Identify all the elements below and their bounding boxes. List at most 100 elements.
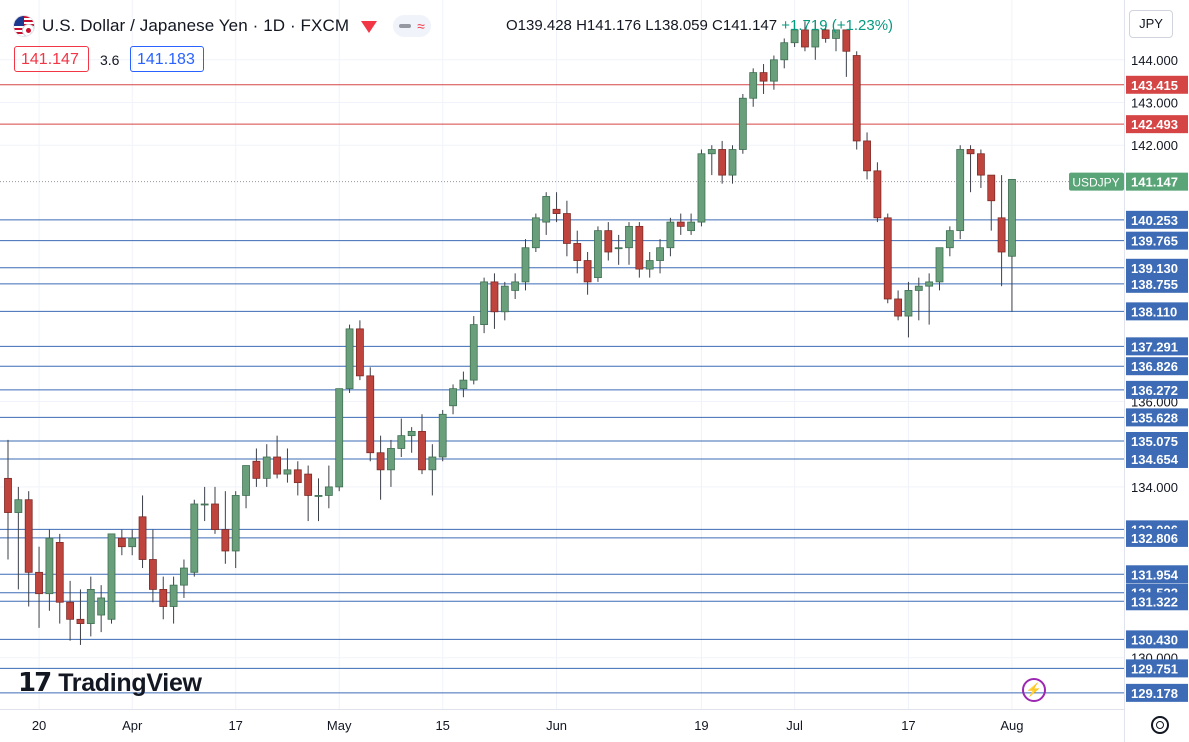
candle-body[interactable] bbox=[521, 247, 530, 283]
candle-body[interactable] bbox=[728, 149, 737, 176]
candle-body[interactable] bbox=[676, 221, 685, 227]
candle-body[interactable] bbox=[852, 55, 861, 142]
sell-button[interactable]: 141.147 bbox=[14, 46, 89, 72]
candle-body[interactable] bbox=[935, 247, 944, 283]
candle-body[interactable] bbox=[366, 375, 375, 454]
candle-body[interactable] bbox=[335, 388, 344, 488]
candle-body[interactable] bbox=[583, 260, 592, 283]
candle-body[interactable] bbox=[45, 537, 54, 595]
candle-body[interactable] bbox=[966, 149, 975, 155]
candle-body[interactable] bbox=[252, 460, 261, 479]
candle-body[interactable] bbox=[738, 97, 747, 150]
candle-body[interactable] bbox=[355, 328, 364, 377]
candle-body[interactable] bbox=[345, 328, 354, 390]
candle-body[interactable] bbox=[428, 456, 437, 471]
candle-body[interactable] bbox=[14, 499, 23, 513]
buy-button[interactable]: 141.183 bbox=[130, 46, 204, 72]
candle-body[interactable] bbox=[749, 72, 758, 99]
flash-icon[interactable]: ⚡ bbox=[1022, 678, 1046, 702]
candle-body[interactable] bbox=[635, 225, 644, 270]
candle-body[interactable] bbox=[418, 430, 426, 471]
candle-body[interactable] bbox=[542, 196, 551, 223]
candle-body[interactable] bbox=[387, 448, 395, 471]
candle-body[interactable] bbox=[159, 589, 168, 607]
candle-body[interactable] bbox=[107, 533, 116, 620]
candle-body[interactable] bbox=[76, 618, 85, 624]
candle-body[interactable] bbox=[780, 42, 789, 61]
candle-body[interactable] bbox=[1008, 178, 1016, 257]
candle-body[interactable] bbox=[86, 589, 95, 624]
candle-body[interactable] bbox=[552, 208, 561, 214]
candle-body[interactable] bbox=[407, 430, 416, 437]
candle-body[interactable] bbox=[231, 495, 240, 552]
candle-body[interactable] bbox=[304, 473, 313, 496]
candle-body[interactable] bbox=[997, 217, 1006, 253]
candle-body[interactable] bbox=[821, 29, 830, 39]
candle-body[interactable] bbox=[480, 281, 489, 326]
candle-body[interactable] bbox=[500, 285, 509, 313]
candle-body[interactable] bbox=[863, 140, 871, 172]
candle-body[interactable] bbox=[273, 456, 282, 475]
candle-body[interactable] bbox=[666, 221, 675, 249]
candle-body[interactable] bbox=[511, 281, 520, 291]
candle-body[interactable] bbox=[314, 495, 323, 497]
visibility-toggle[interactable]: ≈ bbox=[393, 15, 431, 37]
candle-body[interactable] bbox=[397, 435, 406, 449]
candle-body[interactable] bbox=[293, 469, 302, 484]
candle-body[interactable] bbox=[35, 571, 43, 595]
candle-body[interactable] bbox=[770, 59, 778, 82]
candle-body[interactable] bbox=[24, 499, 33, 573]
candle-body[interactable] bbox=[97, 597, 106, 616]
candle-body[interactable] bbox=[211, 503, 219, 531]
candle-body[interactable] bbox=[242, 465, 250, 496]
candle-body[interactable] bbox=[604, 230, 613, 253]
candle-body[interactable] bbox=[573, 243, 582, 261]
candle-body[interactable] bbox=[790, 29, 799, 44]
candle-body[interactable] bbox=[801, 29, 809, 48]
candle-body[interactable] bbox=[469, 324, 478, 381]
gear-icon[interactable] bbox=[1151, 716, 1169, 734]
market-closed-icon[interactable] bbox=[361, 21, 378, 33]
candle-body[interactable] bbox=[842, 29, 851, 52]
candle-body[interactable] bbox=[66, 601, 74, 620]
candle-body[interactable] bbox=[832, 29, 840, 39]
candle-body[interactable] bbox=[697, 153, 706, 223]
candle-body[interactable] bbox=[594, 230, 602, 279]
candle-body[interactable] bbox=[531, 217, 540, 249]
candle-body[interactable] bbox=[987, 174, 996, 202]
candle-body[interactable] bbox=[894, 298, 902, 317]
candle-body[interactable] bbox=[490, 281, 499, 313]
candle-body[interactable] bbox=[55, 542, 64, 603]
candle-body[interactable] bbox=[138, 516, 147, 560]
symbol-title[interactable]: U.S. Dollar / Japanese Yen · 1D · FXCM bbox=[42, 16, 350, 35]
candle-body[interactable] bbox=[614, 247, 623, 250]
candle-body[interactable] bbox=[873, 170, 882, 219]
candle-body[interactable] bbox=[904, 290, 913, 317]
candle-body[interactable] bbox=[4, 477, 12, 513]
candle-body[interactable] bbox=[459, 379, 468, 390]
candle-body[interactable] bbox=[148, 559, 157, 590]
candle-body[interactable] bbox=[707, 149, 716, 155]
candle-body[interactable] bbox=[956, 149, 965, 232]
candle-body[interactable] bbox=[128, 537, 137, 548]
candle-body[interactable] bbox=[977, 153, 985, 176]
candle-body[interactable] bbox=[718, 149, 727, 176]
candle-body[interactable] bbox=[914, 285, 923, 291]
candle-body[interactable] bbox=[687, 221, 695, 232]
candle-body[interactable] bbox=[324, 486, 333, 496]
candle-body[interactable] bbox=[645, 260, 654, 270]
candle-body[interactable] bbox=[169, 584, 178, 607]
candle-body[interactable] bbox=[449, 388, 457, 407]
candle-body[interactable] bbox=[180, 567, 188, 586]
candle-body[interactable] bbox=[811, 29, 820, 48]
candle-body[interactable] bbox=[190, 503, 199, 573]
candle-body[interactable] bbox=[438, 413, 447, 458]
candle-body[interactable] bbox=[200, 503, 209, 506]
candle-body[interactable] bbox=[945, 230, 954, 249]
candle-body[interactable] bbox=[262, 456, 271, 479]
candle-body[interactable] bbox=[376, 452, 385, 471]
candle-body[interactable] bbox=[563, 213, 571, 244]
candle-body[interactable] bbox=[883, 217, 892, 300]
currency-selector[interactable]: JPY bbox=[1129, 10, 1173, 38]
